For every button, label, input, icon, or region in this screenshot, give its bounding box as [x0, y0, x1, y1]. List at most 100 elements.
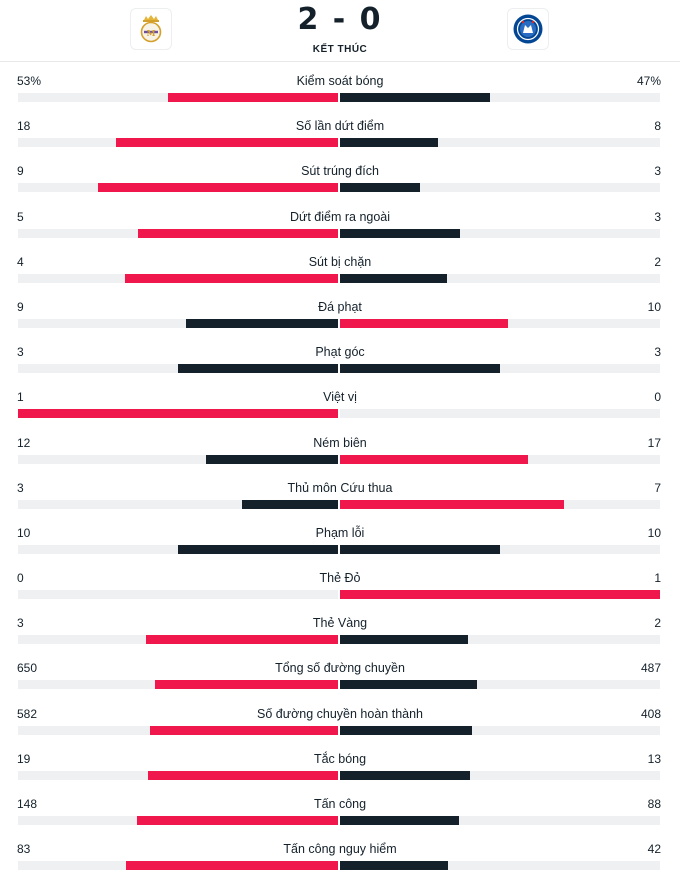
stat-row: 9 Đá phạt 10: [0, 290, 680, 335]
home-stat-value: 650: [17, 661, 38, 676]
stat-label: Số đường chuyền hoàn thành: [257, 706, 423, 721]
stat-label: Số lần dứt điểm: [295, 119, 385, 134]
home-stat-bar: [18, 409, 338, 419]
home-stat-track: [18, 228, 338, 238]
away-stat-value: 7: [654, 480, 661, 495]
away-stat-track: [340, 770, 660, 780]
away-stat-bar: [340, 364, 500, 374]
stat-row: 582 Số đường chuyền hoàn thành 408: [0, 697, 680, 742]
home-stat-bar: [186, 318, 338, 328]
stat-label: Sút trúng đích: [301, 164, 379, 179]
home-stat-value: 12: [17, 435, 31, 450]
home-stat-bar: [149, 725, 338, 735]
home-stat-bar: [137, 816, 338, 825]
home-stat-value: 19: [17, 751, 31, 766]
stat-row: 0 Thẻ Đỏ 1: [0, 561, 680, 606]
away-stat-track: [340, 680, 660, 690]
away-stat-track: [340, 816, 660, 825]
match-score: 2 - 0: [297, 2, 383, 37]
home-stat-track: [18, 544, 338, 554]
away-stat-track: [340, 725, 660, 735]
home-stat-value: 9: [17, 299, 24, 314]
stat-row: 3 Thủ môn Cứu thua 7: [0, 471, 680, 516]
away-stat-track: [340, 635, 660, 645]
away-stat-track: [340, 273, 660, 283]
away-stat-track: [340, 409, 660, 419]
home-stat-bar: [116, 138, 338, 148]
home-stat-bar: [178, 364, 338, 374]
stat-label: Phạm lỗi: [315, 525, 365, 540]
away-team-crest[interactable]: [507, 8, 549, 50]
stat-label: Đá phạt: [318, 299, 362, 314]
home-stat-track: [18, 499, 338, 509]
away-stat-track: [340, 454, 660, 464]
away-stat-bar: [340, 454, 528, 464]
away-stat-value: 3: [654, 345, 661, 360]
stat-row: 83 Tấn công nguy hiểm 42: [0, 832, 680, 877]
home-stat-track: [18, 364, 338, 374]
stat-label: Ném biên: [313, 435, 367, 450]
away-stat-bar: [340, 93, 491, 102]
away-stat-track: [340, 590, 660, 600]
home-stat-bar: [148, 770, 338, 780]
stat-label: Thẻ Vàng: [312, 616, 368, 631]
stat-label: Việt vị: [323, 390, 357, 405]
stat-row: 5 Dứt điểm ra ngoài 3: [0, 200, 680, 245]
match-header: M 2 - 0 KẾT THÚC: [0, 0, 680, 62]
home-stat-value: 83: [17, 842, 31, 857]
stat-row: 53% Kiểm soát bóng 47%: [0, 64, 680, 109]
home-stat-value: 18: [17, 119, 31, 134]
home-stat-bar: [168, 93, 338, 102]
away-stat-track: [340, 138, 660, 148]
away-stat-value: 10: [647, 299, 661, 314]
home-stat-bar: [146, 635, 338, 645]
away-stat-track: [340, 228, 660, 238]
away-stat-track: [340, 93, 660, 102]
home-stat-value: 3: [17, 345, 24, 360]
away-stat-bar: [340, 228, 460, 238]
home-stat-value: 9: [17, 164, 24, 179]
svg-text:M: M: [147, 28, 156, 38]
home-stat-track: [18, 770, 338, 780]
home-team-crest[interactable]: M: [130, 8, 172, 50]
stat-row: 12 Ném biên 17: [0, 426, 680, 471]
home-stat-value: 148: [17, 797, 38, 811]
away-stat-value: 3: [654, 164, 661, 179]
away-stat-value: 2: [654, 254, 661, 269]
home-stat-value: 4: [17, 254, 24, 269]
home-stat-track: [18, 454, 338, 464]
away-stat-value: 1: [654, 571, 661, 586]
away-stat-bar: [340, 273, 447, 283]
home-stat-bar: [138, 228, 338, 238]
home-stat-value: 10: [17, 525, 31, 540]
home-stat-value: 0: [17, 571, 24, 586]
stat-label: Dứt điểm ra ngoài: [289, 209, 391, 224]
away-stat-value: 0: [654, 390, 661, 405]
home-stat-bar: [205, 454, 338, 464]
away-stat-track: [340, 318, 660, 328]
home-stat-track: [18, 318, 338, 328]
away-stat-track: [340, 183, 660, 193]
stat-row: 10 Phạm lỗi 10: [0, 516, 680, 561]
home-stat-bar: [125, 861, 338, 871]
away-stat-bar: [340, 499, 564, 509]
home-stat-track: [18, 138, 338, 148]
home-stat-track: [18, 680, 338, 690]
home-stat-bar: [242, 499, 338, 509]
away-stat-track: [340, 861, 660, 871]
away-stat-track: [340, 364, 660, 374]
away-stat-bar: [340, 138, 439, 148]
stat-row: 9 Sút trúng đích 3: [0, 154, 680, 199]
chelsea-crest-icon: [513, 14, 543, 44]
away-stat-bar: [340, 318, 509, 328]
home-stat-track: [18, 635, 338, 645]
away-stat-track: [340, 544, 660, 554]
away-stat-value: 3: [654, 209, 661, 224]
home-stat-value: 53%: [17, 74, 42, 88]
stat-label: Tấn công nguy hiểm: [283, 842, 397, 857]
away-stat-bar: [340, 183, 420, 193]
away-stat-bar: [340, 770, 470, 780]
away-stat-value: 17: [647, 435, 661, 450]
stat-label: Thủ môn Cứu thua: [287, 480, 393, 495]
home-stat-track: [18, 590, 338, 600]
